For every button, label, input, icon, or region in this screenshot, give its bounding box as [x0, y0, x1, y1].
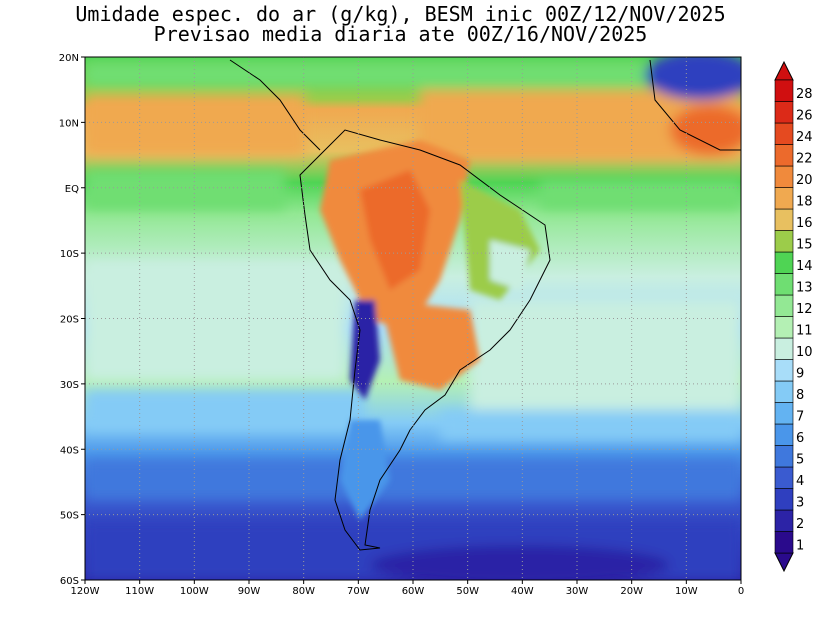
colorbar-label: 12 [796, 302, 813, 317]
lon-tick-label: 120W [71, 586, 100, 597]
lat-tick-label: 10N [59, 118, 79, 129]
longitude-axis: 120W 110W 100W 90W 80W 70W 60W 50W 40W 30W 20W 10W 0 [71, 580, 744, 597]
colorbar-label: 5 [796, 452, 804, 467]
colorbar-swatch [774, 488, 794, 511]
lon-tick-label: 80W [292, 586, 315, 597]
colorbar-label: 1 [796, 538, 804, 553]
lon-tick-label: 0 [738, 586, 744, 597]
colorbar-swatch [774, 380, 794, 403]
colorbar-label: 7 [796, 409, 804, 424]
lat-tick-label: 40S [60, 445, 79, 456]
colorbar-swatch [774, 101, 794, 124]
colorbar-label: 4 [796, 474, 804, 489]
colorbar-label: 13 [796, 280, 813, 295]
colorbar-label: 28 [796, 87, 813, 102]
colorbar-label: 16 [796, 216, 813, 231]
colorbar-swatch [774, 144, 794, 167]
colorbar-label: 20 [796, 173, 813, 188]
colorbar-swatch [774, 251, 794, 274]
lat-tick-label: 20S [60, 315, 79, 326]
lon-tick-label: 20W [620, 586, 643, 597]
colorbar-label: 24 [796, 130, 813, 145]
colorbar-swatch [774, 208, 794, 231]
lat-tick-label: 30S [60, 380, 79, 391]
colorbar-label: 2 [796, 517, 804, 532]
colorbar-max-arrow [774, 60, 794, 81]
colorbar-swatch [774, 445, 794, 468]
colorbar-swatch [774, 531, 794, 554]
colorbar-swatch [774, 230, 794, 253]
colorbar-label: 3 [796, 495, 804, 510]
colorbar-swatch [774, 423, 794, 446]
graticule [85, 57, 741, 580]
colorbar-swatch [774, 294, 794, 317]
colorbar-min-arrow [774, 552, 794, 573]
map-title: Umidade espec. do ar (g/kg), BESM inic 0… [75, 2, 726, 26]
colorbar-swatch [774, 79, 794, 102]
colorbar-swatch [774, 187, 794, 210]
colorbar-label: 8 [796, 388, 804, 403]
lat-tick-label: 20N [59, 53, 79, 64]
humidity-field [85, 57, 741, 580]
colorbar-swatch [774, 165, 794, 188]
colorbar-swatch [774, 402, 794, 425]
colorbar-label: 15 [796, 237, 813, 252]
colorbar-label: 22 [796, 151, 813, 166]
lon-tick-label: 100W [180, 586, 209, 597]
colorbar-label: 18 [796, 194, 813, 209]
colorbar-swatch [774, 273, 794, 296]
colorbar-label: 26 [796, 108, 813, 123]
colorbar-swatch [774, 316, 794, 339]
lat-tick-label: EQ [65, 184, 79, 195]
latitude-axis: 20N 10N EQ 10S 20S 30S 40S 50S 60S [59, 53, 85, 587]
lat-tick-label: 60S [60, 576, 79, 587]
colorbar-label: 10 [796, 345, 813, 360]
lon-tick-label: 70W [347, 586, 370, 597]
lon-tick-label: 110W [125, 586, 154, 597]
lon-tick-label: 90W [238, 586, 261, 597]
colorbar-label: 11 [796, 323, 813, 338]
colorbar-label: 9 [796, 366, 804, 381]
lon-tick-label: 50W [456, 586, 479, 597]
colorbar-swatch [774, 122, 794, 145]
colorbar-label: 14 [796, 259, 813, 274]
lon-tick-label: 10W [675, 586, 698, 597]
colorbar-swatch [774, 509, 794, 532]
colorbar-swatch [774, 466, 794, 489]
coastlines [229, 59, 741, 551]
colorbar-swatch [774, 359, 794, 382]
lon-tick-label: 40W [511, 586, 534, 597]
map-subtitle: Previsao media diaria ate 00Z/16/NOV/202… [153, 22, 648, 46]
lon-tick-label: 60W [402, 586, 425, 597]
lat-tick-label: 50S [60, 511, 79, 522]
colorbar-label: 6 [796, 431, 804, 446]
lat-tick-label: 10S [60, 249, 79, 260]
colorbar-swatch [774, 337, 794, 360]
lon-tick-label: 30W [566, 586, 589, 597]
